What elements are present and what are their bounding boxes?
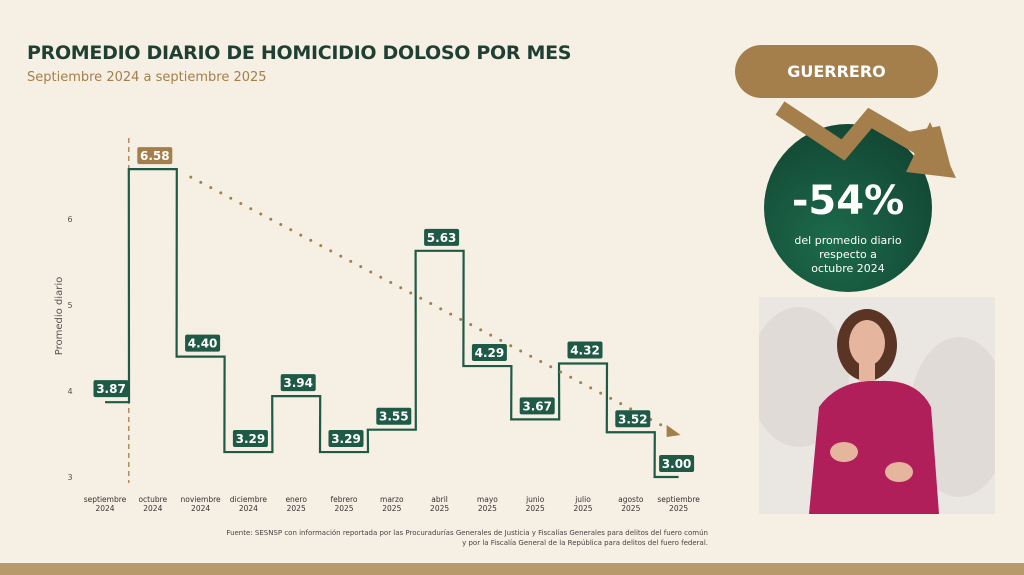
value-label: 4.32	[570, 343, 600, 357]
x-tick-year: 2024	[191, 504, 210, 513]
trend-arrowhead	[666, 425, 681, 437]
y-tick-label: 4	[67, 387, 72, 396]
value-label: 6.58	[140, 149, 170, 163]
value-label: 4.29	[475, 346, 505, 360]
x-tick-year: 2025	[573, 504, 592, 513]
value-label-box	[280, 374, 316, 392]
x-tick-label: septiembre	[657, 495, 700, 504]
y-tick-label: 3	[67, 473, 72, 482]
value-label-box	[328, 430, 364, 448]
x-tick-year: 2025	[526, 504, 545, 513]
value-label: 3.52	[618, 412, 648, 426]
value-label: 3.87	[96, 382, 126, 396]
x-tick-label: agosto	[618, 495, 644, 504]
y-axis-label: Promedio diario	[54, 277, 65, 355]
source-note: Fuente: SESNSP con información reportada…	[226, 528, 708, 548]
step-series-line	[105, 168, 679, 479]
desc-line: respecto a	[819, 248, 877, 261]
x-tick-label: julio	[574, 495, 591, 504]
x-tick-label: diciembre	[230, 495, 268, 504]
state-name: GUERRERO	[787, 62, 886, 81]
x-tick-year: 2024	[95, 504, 114, 513]
state-badge: GUERRERO	[735, 45, 938, 98]
x-tick-year: 2025	[621, 504, 640, 513]
source-line: y por la Fiscalía General de la Repúblic…	[462, 539, 708, 547]
x-tick-label: febrero	[330, 495, 357, 504]
x-tick-label: septiembre	[84, 495, 127, 504]
bottom-bar	[0, 563, 1024, 575]
x-tick-year: 2025	[382, 504, 401, 513]
x-tick-year: 2025	[478, 504, 497, 513]
value-label-box	[232, 430, 268, 448]
x-tick-label: enero	[285, 495, 307, 504]
x-tick-label: abril	[431, 495, 448, 504]
x-tick-label: mayo	[477, 495, 498, 504]
value-label-box	[376, 407, 412, 425]
x-tick-label: marzo	[380, 495, 404, 504]
value-label-box	[471, 344, 507, 362]
change-description: del promedio diario respecto a octubre 2…	[764, 234, 932, 276]
x-tick-year: 2025	[430, 504, 449, 513]
sign-language-interpreter-video	[759, 297, 995, 514]
source-line: Fuente: SESNSP con información reportada…	[226, 529, 708, 537]
trend-line	[189, 175, 675, 433]
value-label-box	[615, 410, 651, 428]
value-label: 3.29	[236, 432, 266, 446]
desc-line: del promedio diario	[794, 234, 902, 247]
value-label: 5.63	[427, 231, 457, 245]
value-label: 3.00	[662, 457, 692, 471]
value-label: 3.94	[283, 376, 313, 390]
x-tick-label: noviembre	[181, 495, 221, 504]
x-tick-label: octubre	[138, 495, 167, 504]
x-tick-label: junio	[525, 495, 545, 504]
change-percent: -54%	[791, 178, 905, 224]
value-label-box	[659, 455, 695, 472]
page-title: PROMEDIO DIARIO DE HOMICIDIO DOLOSO POR …	[27, 42, 572, 64]
y-tick-label: 5	[67, 301, 72, 310]
value-label: 3.67	[522, 399, 552, 413]
value-label-box	[185, 334, 221, 352]
x-tick-year: 2025	[334, 504, 353, 513]
value-label-box	[137, 147, 173, 165]
value-label-box	[567, 341, 603, 359]
value-label: 3.55	[379, 410, 409, 424]
value-label: 3.29	[331, 432, 361, 446]
value-label-box	[519, 397, 555, 415]
value-label: 4.40	[188, 337, 218, 351]
page-subtitle: Septiembre 2024 a septiembre 2025	[27, 70, 267, 85]
value-label-box	[424, 228, 460, 246]
interpreter-figure	[759, 297, 995, 514]
y-tick-label: 6	[67, 215, 72, 224]
x-tick-year: 2024	[239, 504, 258, 513]
x-tick-year: 2025	[669, 504, 688, 513]
x-tick-year: 2025	[287, 504, 306, 513]
desc-line: octubre 2024	[811, 262, 885, 275]
value-label-box	[93, 380, 129, 398]
x-tick-year: 2024	[143, 504, 162, 513]
